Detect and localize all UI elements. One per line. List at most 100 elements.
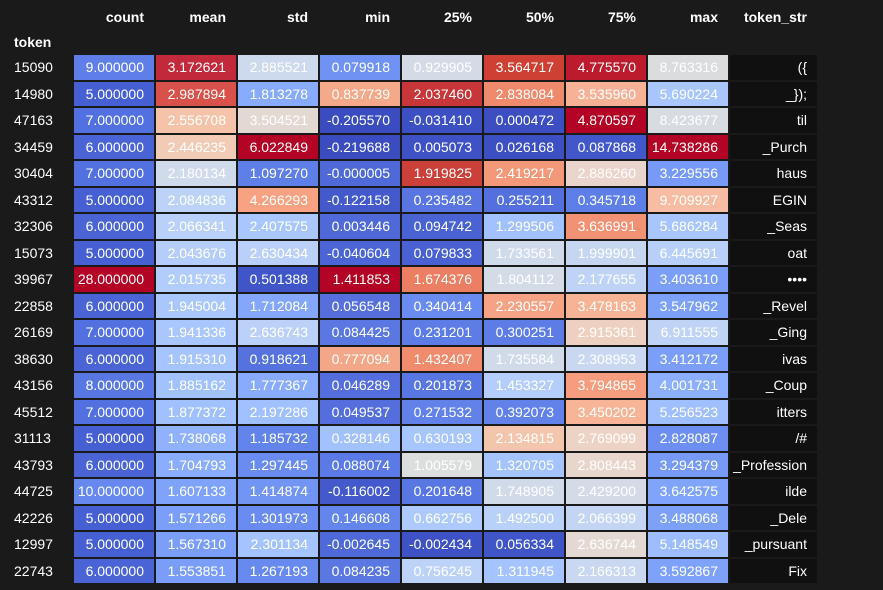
cell-value: 0.049537 [320,399,400,424]
cell-value: 1.712084 [238,293,318,318]
row-index-token: 34459 [14,138,53,155]
cell-token-str: _Seas [730,214,817,239]
cell-value: 0.079833 [402,240,482,265]
cell-token-str: haus [730,161,817,186]
cell-value: 2.015735 [156,267,236,292]
cell-value: 1.301973 [238,505,318,530]
cell-value: 0.300251 [484,320,564,345]
cell-value: 2.419217 [484,161,564,186]
cell-value: 9.709927 [648,187,728,212]
table-row: 39967 28.000000 2.015735 0.501388 1.411853 1.… [2,267,817,292]
table-row: 45512 7.000000 1.877372 2.197286 0.049537 0.2… [2,399,817,424]
table-row: 34459 6.000000 2.446235 6.022849 -0.219688 0.… [2,134,817,159]
cell-value: 1.320705 [484,452,564,477]
column-header-1: mean [189,8,226,25]
column-header-4: 25% [443,8,472,25]
cell-value: 0.003446 [320,214,400,239]
cell-value: 2.177655 [566,267,646,292]
cell-value: 2.066399 [566,505,646,530]
cell-value: 0.345718 [566,187,646,212]
cell-value: 5.000000 [74,187,154,212]
cell-value: 0.662756 [402,505,482,530]
cell-value: 1.299506 [484,214,564,239]
cell-value: 2.828087 [648,426,728,451]
cell-value: 6.445691 [648,240,728,265]
cell-value: 5.148549 [648,532,728,557]
cell-value: 1.885162 [156,373,236,398]
cell-value: 6.000000 [74,134,154,159]
table-row: 32306 6.000000 2.066341 2.407575 0.003446 0.0… [2,214,817,239]
column-header-0: count [105,8,144,25]
column-header-5: 50% [525,8,554,25]
column-header-6: 75% [607,8,636,25]
cell-value: 2.308953 [566,346,646,371]
row-index-token: 26169 [14,324,53,341]
cell-value: 4.001731 [648,373,728,398]
row-index-token: 32306 [14,218,53,235]
cell-value: 0.918621 [238,346,318,371]
cell-value: 2.987894 [156,81,236,106]
cell-value: 3.547962 [648,293,728,318]
cell-value: 1.945004 [156,293,236,318]
cell-token-str: _Dele [730,505,817,530]
cell-value: 3.294379 [648,452,728,477]
cell-value: 5.000000 [74,426,154,451]
cell-value: 3.172621 [156,55,236,80]
cell-token-str: itters [730,399,817,424]
cell-value: 9.000000 [74,55,154,80]
cell-value: 1.297445 [238,452,318,477]
cell-value: 2.769099 [566,426,646,451]
cell-value: 10.000000 [74,479,154,504]
cell-value: 0.026168 [484,134,564,159]
cell-value: 6.000000 [74,452,154,477]
cell-value: 5.000000 [74,81,154,106]
cell-value: 1.005579 [402,452,482,477]
cell-value: 5.000000 [74,505,154,530]
cell-value: 0.255211 [484,187,564,212]
cell-value: 3.478163 [566,293,646,318]
row-index-token: 12997 [14,536,53,553]
cell-value: 2.429200 [566,479,646,504]
cell-value: -0.040604 [320,240,400,265]
cell-value: 4.870597 [566,108,646,133]
cell-value: 3.403610 [648,267,728,292]
cell-token-str: _Coup [730,373,817,398]
cell-value: 0.231201 [402,320,482,345]
cell-value: 6.000000 [74,214,154,239]
table-body: 15090 9.000000 3.172621 2.885521 0.079918 0.9… [2,55,817,583]
table-row: 26169 7.000000 1.941336 2.636743 0.084425 0.2… [2,320,817,345]
cell-value: 6.000000 [74,293,154,318]
cell-token-str: _Purch [730,134,817,159]
cell-value: 0.929905 [402,55,482,80]
cell-value: 2.886260 [566,161,646,186]
cell-value: 8.423677 [648,108,728,133]
row-index-token: 39967 [14,271,53,288]
cell-value: 7.000000 [74,320,154,345]
table-row: 31113 5.000000 1.738068 1.185732 0.328146 0.6… [2,426,817,451]
cell-value: 3.564717 [484,55,564,80]
cell-value: 1.999901 [566,240,646,265]
cell-token-str: ilde [730,479,817,504]
cell-value: 2.636744 [566,532,646,557]
cell-token-str: Fix [730,558,817,583]
cell-value: 2.556708 [156,108,236,133]
cell-value: -0.002645 [320,532,400,557]
cell-value: 0.146608 [320,505,400,530]
cell-value: 0.005073 [402,134,482,159]
cell-value: 0.501388 [238,267,318,292]
cell-value: 5.256523 [648,399,728,424]
cell-value: 1.804112 [484,267,564,292]
cell-value: 0.000472 [484,108,564,133]
cell-value: 1.704793 [156,452,236,477]
cell-value: 1.941336 [156,320,236,345]
cell-value: -0.031410 [402,108,482,133]
cell-value: 1.571266 [156,505,236,530]
cell-value: 1.267193 [238,558,318,583]
cell-value: 6.022849 [238,134,318,159]
cell-token-str: •••• [730,267,817,292]
cell-value: 2.915361 [566,320,646,345]
table-row: 12997 5.000000 1.567310 2.301134 -0.002645 -0… [2,532,817,557]
cell-value: 3.592867 [648,558,728,583]
column-header-2: std [287,8,308,25]
cell-value: 2.197286 [238,399,318,424]
